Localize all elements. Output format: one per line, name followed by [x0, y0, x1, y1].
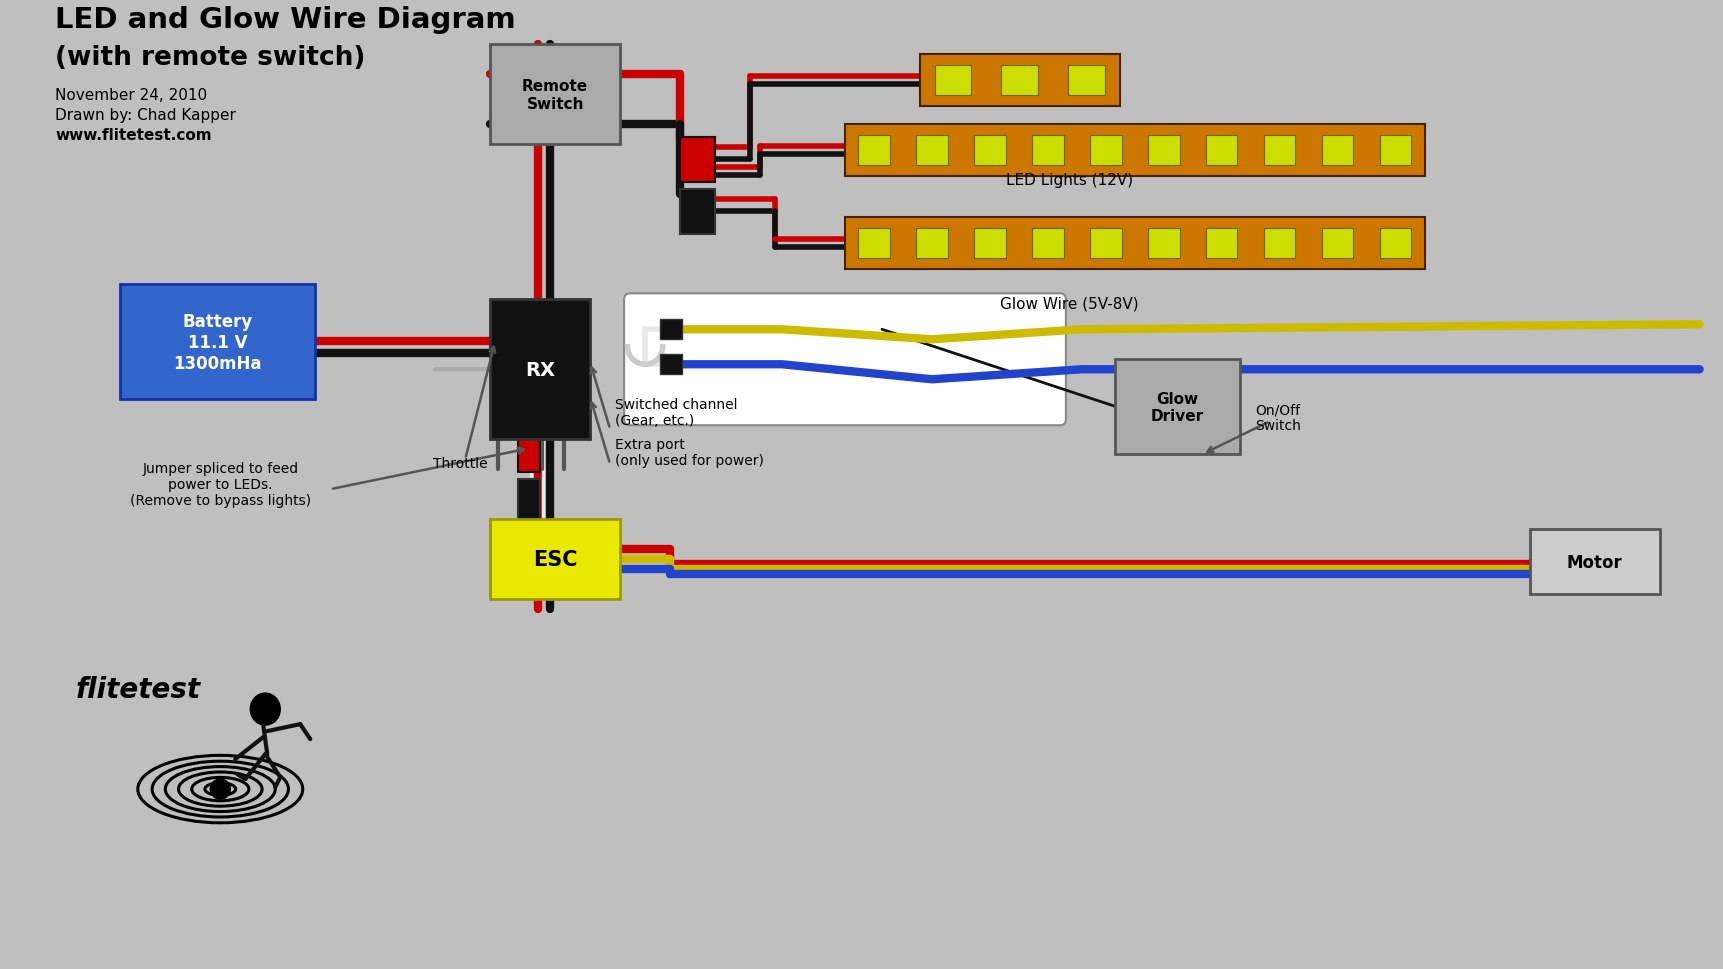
Bar — [489, 519, 620, 600]
Bar — [1089, 137, 1122, 167]
Ellipse shape — [250, 694, 281, 726]
Text: (with remote switch): (with remote switch) — [55, 46, 365, 72]
Bar — [1378, 137, 1411, 167]
Bar — [660, 355, 682, 375]
Bar — [1204, 137, 1237, 167]
Bar — [660, 320, 682, 340]
Bar — [1030, 137, 1063, 167]
Text: Remote
Switch: Remote Switch — [522, 79, 588, 111]
FancyBboxPatch shape — [624, 294, 1065, 425]
Text: November 24, 2010: November 24, 2010 — [55, 88, 207, 104]
Text: Glow Wire (5V-8V): Glow Wire (5V-8V) — [999, 296, 1137, 311]
Bar — [489, 300, 589, 440]
Bar — [858, 229, 889, 259]
Text: On/Off
Switch: On/Off Switch — [1254, 403, 1299, 433]
Bar — [1115, 359, 1239, 454]
Bar — [1263, 137, 1294, 167]
Text: flitetest: flitetest — [76, 675, 200, 703]
Bar — [844, 218, 1423, 270]
Bar — [1322, 229, 1353, 259]
Bar — [858, 137, 889, 167]
Bar — [679, 139, 715, 183]
Text: Motor: Motor — [1566, 553, 1621, 571]
Bar — [1148, 137, 1179, 167]
Bar — [121, 285, 315, 400]
Bar — [1263, 229, 1294, 259]
Text: Throttle: Throttle — [432, 456, 488, 471]
Bar — [1067, 66, 1104, 96]
Text: Jumper spliced to feed
power to LEDs.
(Remove to bypass lights): Jumper spliced to feed power to LEDs. (R… — [129, 461, 310, 508]
Bar — [844, 125, 1423, 177]
Bar — [934, 66, 970, 96]
Bar — [973, 229, 1005, 259]
Bar — [1089, 229, 1122, 259]
Text: Switched channel
(Gear, etc.): Switched channel (Gear, etc.) — [615, 397, 737, 427]
Bar — [679, 190, 715, 235]
Bar — [1030, 229, 1063, 259]
Circle shape — [527, 332, 548, 352]
Text: ESC: ESC — [532, 549, 577, 570]
Text: Extra port
(only used for power): Extra port (only used for power) — [615, 438, 763, 468]
Bar — [1322, 137, 1353, 167]
Text: RX: RX — [526, 360, 555, 380]
Circle shape — [210, 779, 231, 799]
Bar — [519, 424, 539, 473]
Bar — [1204, 229, 1237, 259]
Bar — [920, 55, 1120, 108]
Bar — [519, 480, 539, 528]
Text: LED and Glow Wire Diagram: LED and Glow Wire Diagram — [55, 7, 515, 34]
Bar — [1528, 530, 1659, 595]
Bar — [489, 46, 620, 145]
Bar — [915, 137, 948, 167]
Text: www.flitetest.com: www.flitetest.com — [55, 128, 212, 143]
Bar — [1378, 229, 1411, 259]
Bar — [973, 137, 1005, 167]
Bar — [1001, 66, 1037, 96]
Text: Battery
11.1 V
1300mHa: Battery 11.1 V 1300mHa — [174, 313, 262, 372]
Text: Drawn by: Chad Kapper: Drawn by: Chad Kapper — [55, 109, 236, 123]
Bar — [1148, 229, 1179, 259]
Text: LED Lights (12V): LED Lights (12V) — [1006, 173, 1132, 188]
Text: Glow
Driver: Glow Driver — [1151, 391, 1203, 423]
Bar — [915, 229, 948, 259]
